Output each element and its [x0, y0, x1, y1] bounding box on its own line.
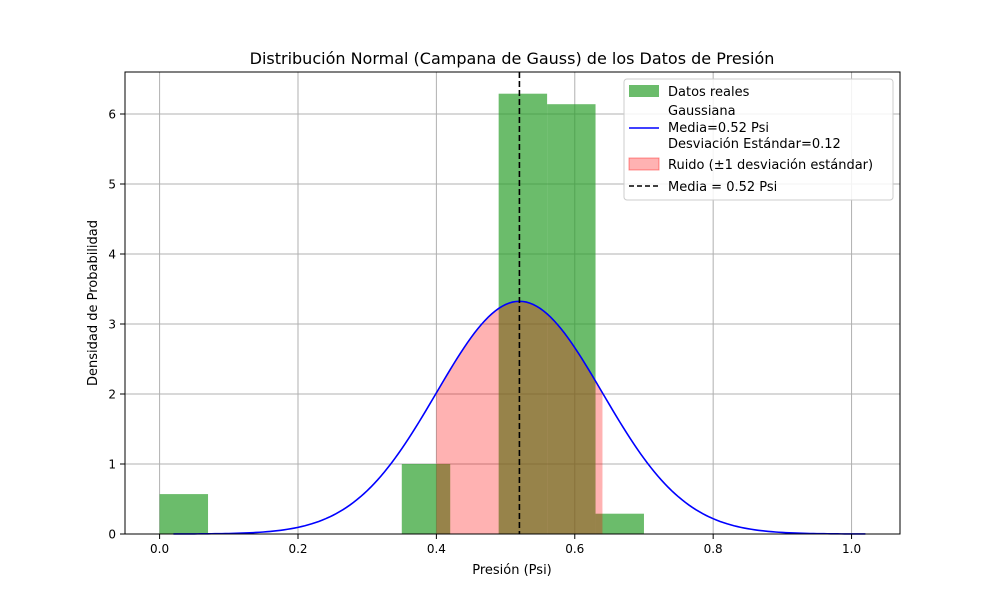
y-tick-label: 0	[108, 528, 116, 542]
legend-label-gaussiana-line1: Gaussiana	[668, 104, 736, 119]
legend-label-gaussiana-line2: Media=0.52 Psi	[668, 121, 769, 136]
histogram-bar	[498, 93, 548, 534]
x-axis-ticks: 0.0 0.2 0.4 0.6 0.8 1.0	[150, 534, 861, 556]
legend-label-gaussiana-line3: Desviación Estándar=0.12	[668, 137, 841, 152]
legend-swatch-ruido	[628, 157, 660, 171]
legend-box	[623, 78, 894, 201]
y-axis-ticks: 0 1 2 3 4 5 6	[108, 108, 125, 542]
y-tick-label: 3	[108, 318, 116, 332]
y-axis-label: Densidad de Probabilidad	[86, 220, 101, 386]
histogram-bar	[547, 104, 596, 534]
x-tick-label: 1.0	[842, 542, 861, 556]
x-axis-label: Presión (Psi)	[472, 563, 552, 578]
legend-label-ruido: Ruido (±1 desviación estándar)	[668, 158, 873, 173]
histogram-bar	[401, 464, 451, 534]
x-tick-label: 0.4	[427, 542, 446, 556]
y-tick-label: 4	[108, 248, 116, 262]
y-tick-label: 2	[108, 388, 116, 402]
histogram-bars	[159, 93, 644, 534]
plot-frame	[124, 71, 901, 535]
y-tick-label: 5	[108, 178, 116, 192]
chart-title: Distribución Normal (Campana de Gauss) d…	[250, 49, 775, 68]
histogram-bar	[159, 494, 209, 534]
legend-label-media: Media = 0.52 Psi	[668, 180, 777, 195]
legend: Datos reales Gaussiana Media=0.52 Psi De…	[623, 78, 894, 201]
histogram-bar	[595, 513, 644, 534]
x-tick-label: 0.0	[150, 542, 169, 556]
x-tick-label: 0.8	[704, 542, 723, 556]
y-tick-label: 1	[108, 458, 116, 472]
x-tick-label: 0.6	[565, 542, 584, 556]
legend-swatch-datos-reales	[629, 85, 659, 97]
y-tick-label: 6	[108, 108, 116, 122]
x-tick-label: 0.2	[288, 542, 307, 556]
legend-label-datos-reales: Datos reales	[668, 85, 750, 100]
